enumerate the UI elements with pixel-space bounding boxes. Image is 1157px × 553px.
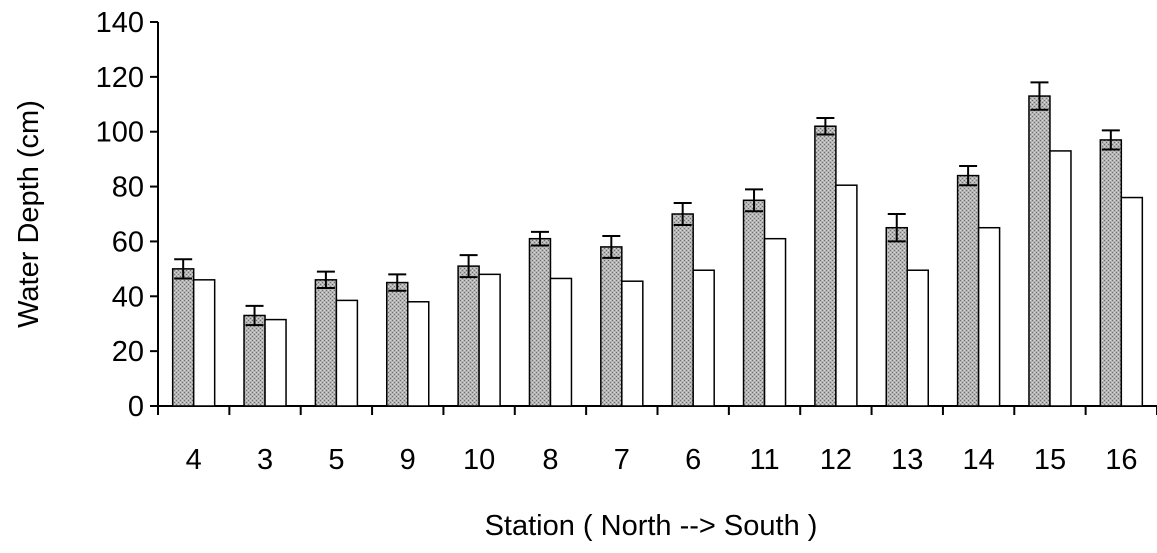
- y-tick-label: 60: [112, 226, 144, 258]
- bar-series-1: [386, 281, 409, 407]
- y-tick-label: 40: [112, 281, 144, 313]
- x-tick-label: 13: [891, 444, 923, 476]
- y-tick-label: 20: [112, 336, 144, 368]
- bar-series-2: [335, 299, 359, 407]
- x-axis-title: Station ( North --> South ): [485, 510, 818, 542]
- bar-series-1: [671, 213, 694, 407]
- bar-series-1: [243, 314, 266, 407]
- y-tick-label: 120: [96, 62, 144, 94]
- bar-series-2: [478, 273, 501, 407]
- bar-series-2: [1049, 150, 1072, 407]
- bar-series-2: [906, 269, 929, 407]
- bar-series-2: [192, 279, 216, 407]
- x-tick-label: 6: [685, 444, 701, 476]
- bar-series-2: [977, 226, 1001, 407]
- x-tick-label: 16: [1105, 444, 1137, 476]
- x-tick-label: 8: [542, 444, 558, 476]
- bar-series-2: [835, 184, 858, 407]
- bar-series-2: [264, 318, 287, 407]
- bar-series-1: [528, 237, 552, 407]
- x-tick-label: 11: [749, 444, 779, 476]
- bar-series-2: [549, 277, 573, 407]
- x-tick-label: 7: [614, 444, 630, 476]
- bar-series-1: [600, 246, 623, 407]
- x-tick-label: 3: [257, 444, 273, 476]
- y-tick-label: 100: [96, 117, 144, 149]
- x-tick-label: 10: [463, 444, 495, 476]
- bar-series-1: [956, 174, 980, 407]
- y-tick-label: 0: [128, 391, 144, 423]
- x-tick-label: 15: [1034, 444, 1066, 476]
- y-tick-label: 80: [112, 172, 144, 204]
- x-tick-label: 9: [400, 444, 416, 476]
- bar-series-1: [1028, 95, 1051, 407]
- x-tick-label: 14: [962, 444, 994, 476]
- bar-series-2: [621, 280, 644, 407]
- bar-series-1: [885, 226, 908, 407]
- bar-series-2: [763, 237, 787, 407]
- x-tick-label: 12: [820, 444, 852, 476]
- bar-series-2: [692, 269, 715, 407]
- bar-series-1: [171, 268, 195, 407]
- y-axis-title: Water Depth (cm): [13, 100, 45, 328]
- bar-series-1: [314, 279, 338, 407]
- x-tick-label: 5: [328, 444, 344, 476]
- x-tick-label: 4: [186, 444, 202, 476]
- bar-series-2: [1120, 196, 1144, 407]
- y-tick-label: 140: [96, 7, 144, 39]
- bar-series-1: [814, 125, 837, 407]
- bar-series-1: [457, 265, 480, 407]
- bar-series-1: [1099, 139, 1123, 407]
- bar-series-1: [742, 199, 766, 407]
- bar-series-2: [407, 301, 430, 407]
